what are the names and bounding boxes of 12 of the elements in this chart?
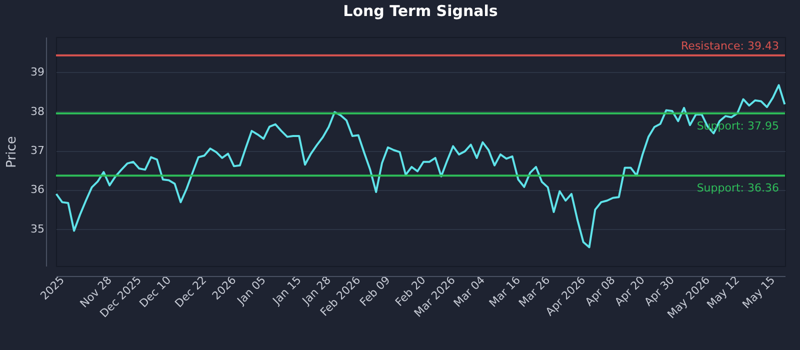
x-tick-label: Jan 05	[234, 274, 268, 308]
chart-title: Long Term Signals	[343, 2, 498, 20]
y-axis-title: Price	[4, 136, 20, 168]
ref-line-label: Support: 36.36	[696, 182, 779, 195]
y-tick-label: 39	[30, 66, 44, 79]
y-tick-label: 37	[30, 144, 44, 158]
y-tick-label: 36	[30, 183, 44, 196]
ref-line-label: Resistance: 39.43	[681, 39, 779, 52]
y-tick-label: 35	[30, 222, 44, 236]
y-tick-label: 38	[30, 104, 44, 118]
x-tick-label: Dec 22	[172, 274, 210, 310]
line-series	[55, 84, 786, 248]
